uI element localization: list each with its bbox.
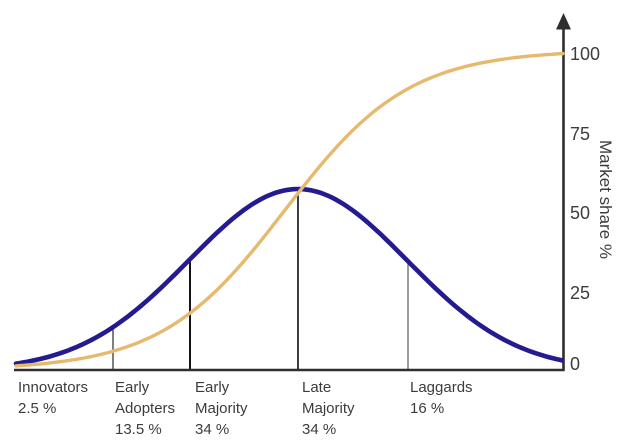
category-label-early-majority: Early Majority 34 %	[195, 377, 248, 440]
category-share: 34 %	[302, 421, 337, 438]
category-label-laggards: Laggards 16 %	[410, 377, 473, 419]
category-share: 16 %	[410, 400, 445, 417]
y-tick-label-0: 0	[570, 354, 581, 374]
category-name: Adopters	[115, 400, 176, 417]
category-name: Majority	[302, 400, 355, 417]
category-name: Late	[302, 379, 332, 396]
category-share: 2.5 %	[18, 400, 57, 417]
category-name: Early	[195, 379, 230, 396]
y-axis-title: Market share %	[596, 140, 615, 260]
category-label-early-adopters: Early Adopters 13.5 %	[115, 377, 175, 440]
category-label-innovators: Innovators 2.5 %	[18, 377, 88, 419]
category-name: Majority	[195, 400, 248, 417]
category-label-late-majority: Late Majority 34 %	[302, 377, 355, 440]
category-share: 13.5 %	[115, 421, 162, 438]
category-name: Innovators	[18, 379, 89, 396]
y-tick-label-100: 100	[570, 44, 601, 64]
category-name: Laggards	[410, 379, 473, 396]
y-tick-label-75: 75	[570, 123, 591, 144]
category-share: 34 %	[195, 421, 230, 438]
y-axis-arrow-icon	[556, 13, 571, 30]
s-curve	[14, 51, 565, 368]
category-name: Early	[115, 379, 150, 396]
y-tick-label-25: 25	[570, 282, 591, 303]
y-tick-label-50: 50	[570, 203, 591, 223]
bell-curve	[13, 186, 565, 366]
